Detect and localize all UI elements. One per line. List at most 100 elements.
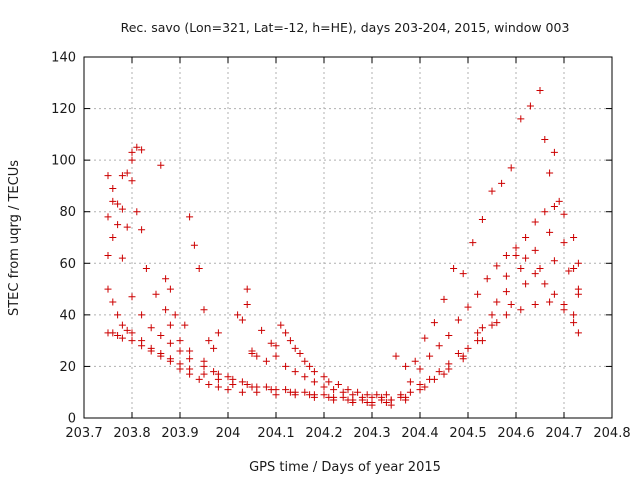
data-point xyxy=(531,218,539,226)
data-point xyxy=(118,254,126,262)
data-point xyxy=(493,298,501,306)
data-point xyxy=(474,290,482,298)
data-point xyxy=(550,203,558,211)
data-point xyxy=(546,169,554,177)
y-tick-label: 60 xyxy=(59,257,76,272)
data-point xyxy=(363,391,371,399)
data-point xyxy=(541,280,549,288)
data-point xyxy=(570,311,578,319)
x-tick-label: 204.4 xyxy=(401,426,438,441)
data-point xyxy=(378,393,386,401)
data-point xyxy=(358,393,366,401)
x-tick-label: 204.2 xyxy=(305,426,342,441)
data-point xyxy=(262,357,270,365)
data-point xyxy=(109,329,117,337)
data-point xyxy=(459,270,467,278)
data-point xyxy=(291,344,299,352)
data-point xyxy=(123,169,131,177)
data-point xyxy=(210,368,218,376)
data-point xyxy=(330,386,338,394)
data-point xyxy=(560,301,568,309)
data-point xyxy=(502,272,510,280)
data-point xyxy=(272,352,280,360)
plot-frame xyxy=(83,56,613,419)
data-point xyxy=(382,399,390,407)
data-point xyxy=(286,388,294,396)
data-point xyxy=(114,331,122,339)
data-point xyxy=(392,352,400,360)
data-point xyxy=(258,326,266,334)
data-point xyxy=(181,321,189,329)
data-point xyxy=(474,329,482,337)
data-point xyxy=(138,226,146,234)
data-point xyxy=(104,172,112,180)
data-point xyxy=(416,365,424,373)
data-point xyxy=(454,316,462,324)
axis-ticks: 203.7 203.8 203.9 204 204.1 204.2 204.3 204.4 20… xyxy=(51,51,630,442)
x-tick-label: 203.8 xyxy=(113,426,150,441)
data-point xyxy=(522,254,530,262)
data-point xyxy=(440,295,448,303)
data-point xyxy=(162,306,170,314)
data-point xyxy=(546,298,554,306)
data-point xyxy=(195,264,203,272)
data-point xyxy=(368,393,376,401)
data-point xyxy=(421,383,429,391)
x-tick-label: 204.5 xyxy=(449,426,486,441)
data-point xyxy=(541,136,549,144)
data-point xyxy=(128,148,136,156)
data-point xyxy=(435,342,443,350)
data-point xyxy=(104,213,112,221)
data-point xyxy=(320,391,328,399)
x-tick-label: 204.8 xyxy=(593,426,630,441)
data-point xyxy=(488,311,496,319)
data-point xyxy=(574,329,582,337)
data-point xyxy=(435,368,443,376)
y-axis-label: STEC from uqrg / TECUs xyxy=(7,160,22,316)
data-point xyxy=(570,264,578,272)
data-point xyxy=(186,213,194,221)
data-point xyxy=(488,321,496,329)
data-point xyxy=(214,383,222,391)
data-point xyxy=(229,380,237,388)
data-point xyxy=(531,246,539,254)
data-point xyxy=(493,262,501,270)
data-point xyxy=(200,362,208,370)
data-point xyxy=(123,223,131,231)
data-point xyxy=(272,342,280,350)
data-point xyxy=(464,344,472,352)
data-point xyxy=(267,339,275,347)
data-point xyxy=(262,383,270,391)
data-points xyxy=(104,87,582,409)
data-point xyxy=(330,396,338,404)
data-point xyxy=(277,321,285,329)
data-point xyxy=(478,215,486,223)
y-tick-label: 0 xyxy=(68,412,76,427)
data-point xyxy=(118,172,126,180)
data-point xyxy=(565,267,573,275)
data-point xyxy=(190,241,198,249)
data-point xyxy=(200,370,208,378)
data-point xyxy=(114,200,122,208)
data-point xyxy=(301,373,309,381)
data-point xyxy=(224,386,232,394)
data-point xyxy=(243,301,251,309)
chart-title: Rec. savo (Lon=321, Lat=-12, h=HE), days… xyxy=(121,20,570,35)
data-point xyxy=(248,347,256,355)
data-point xyxy=(234,311,242,319)
data-point xyxy=(118,205,126,213)
data-point xyxy=(469,239,477,247)
y-tick-label: 100 xyxy=(51,154,76,169)
data-point xyxy=(450,264,458,272)
data-point xyxy=(387,396,395,404)
data-point xyxy=(128,293,136,301)
data-point xyxy=(344,396,352,404)
data-point xyxy=(325,393,333,401)
data-point xyxy=(205,380,213,388)
data-point xyxy=(517,115,525,123)
data-point xyxy=(368,401,376,409)
data-point xyxy=(574,259,582,267)
y-tick-label: 140 xyxy=(51,51,76,66)
data-point xyxy=(238,316,246,324)
data-point xyxy=(411,357,419,365)
